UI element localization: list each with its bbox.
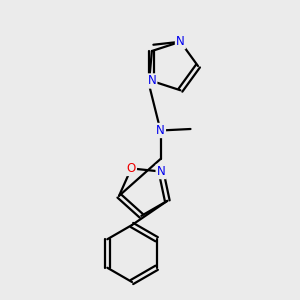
Text: N: N (176, 35, 185, 48)
Text: N: N (157, 165, 165, 178)
Text: O: O (127, 162, 136, 175)
Text: N: N (156, 124, 165, 137)
Text: N: N (148, 74, 156, 88)
